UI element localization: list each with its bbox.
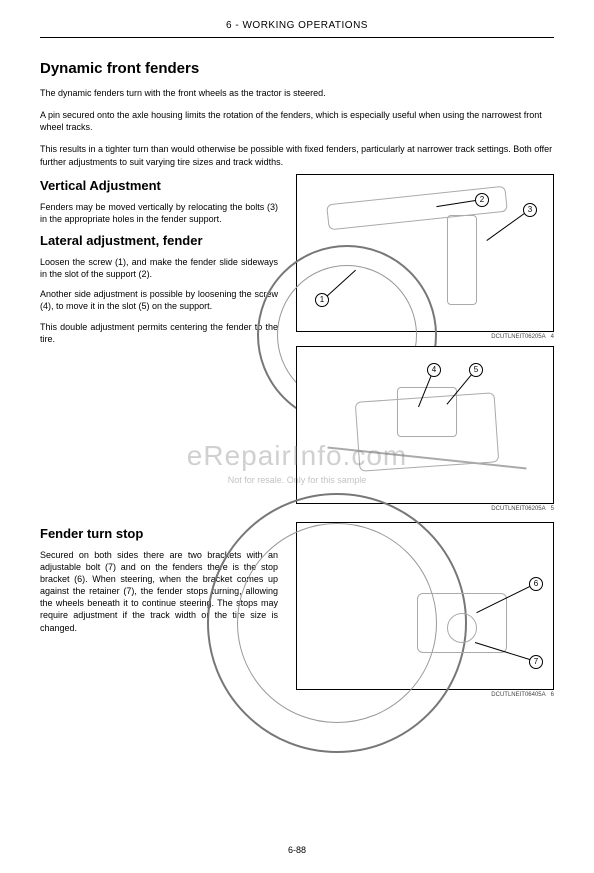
figure-2-num: 5 (551, 506, 554, 512)
figure-3-num: 6 (551, 692, 554, 698)
page: 6 - WORKING OPERATIONS Dynamic front fen… (0, 0, 594, 873)
callout-5: 5 (469, 363, 483, 377)
callout-3: 3 (523, 203, 537, 217)
callout-6: 6 (529, 577, 543, 591)
callout-1: 1 (315, 293, 329, 307)
figure-3-code: DCUTLNEIT06405A (491, 692, 545, 698)
page-number: 6-88 (0, 845, 594, 855)
section-title: Dynamic front fenders (40, 60, 554, 77)
figure-1-num: 4 (551, 334, 554, 340)
callout-4: 4 (427, 363, 441, 377)
block-turn-stop: Fender turn stop Secured on both sides t… (40, 522, 554, 698)
lateral-p3: This double adjustment permits centering… (40, 321, 278, 345)
figure-1: 1 2 3 (296, 174, 554, 332)
lateral-title: Lateral adjustment, fender (40, 233, 278, 248)
intro-line-2: A pin secured onto the axle housing limi… (40, 109, 554, 133)
chapter-header: 6 - WORKING OPERATIONS (40, 20, 554, 38)
block-fender-adjust: Vertical Adjustment Fenders may be moved… (40, 174, 554, 512)
vertical-title: Vertical Adjustment (40, 178, 278, 193)
lateral-p2: Another side adjustment is possible by l… (40, 288, 278, 312)
figure-3: 67 (296, 522, 554, 690)
intro-line-3: This results in a tighter turn than woul… (40, 143, 554, 167)
callout-2: 2 (475, 193, 489, 207)
figure-2: 45 (296, 346, 554, 504)
col-fig-1: 123 DCUTLNEIT06205A 4 45 DCUTLNEI (296, 174, 554, 512)
col-text-1: Vertical Adjustment Fenders may be moved… (40, 174, 278, 512)
intro-line-1: The dynamic fenders turn with the front … (40, 87, 554, 99)
lateral-p1: Loosen the screw (1), and make the fende… (40, 256, 278, 280)
figure-1-code: DCUTLNEIT06205A (491, 334, 545, 340)
figure-2-code: DCUTLNEIT06205A (491, 506, 545, 512)
vertical-para: Fenders may be moved vertically by reloc… (40, 201, 278, 225)
col-fig-2: 67 DCUTLNEIT06405A 6 (296, 522, 554, 698)
callout-7: 7 (529, 655, 543, 669)
